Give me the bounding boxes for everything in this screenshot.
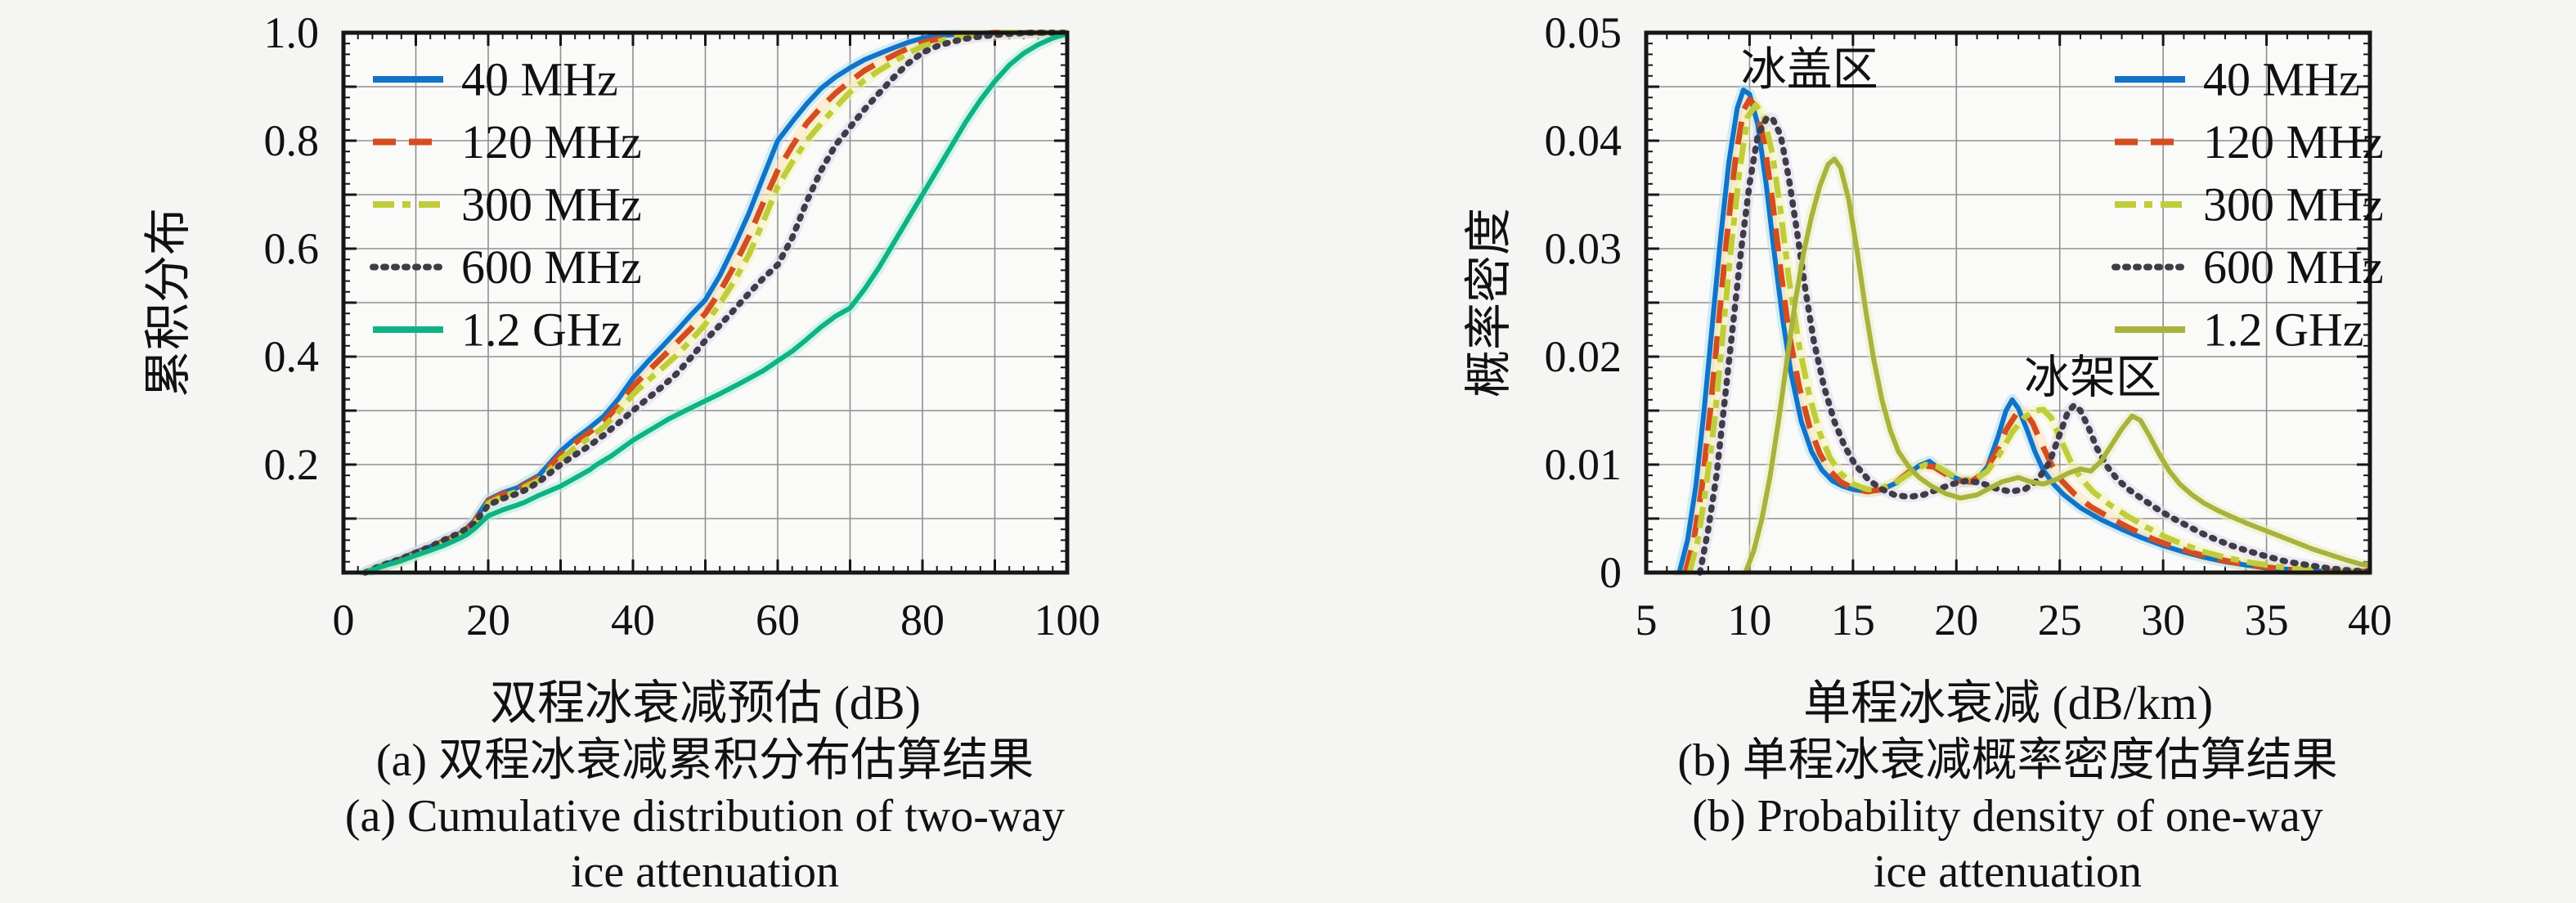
chart-b-caption-line1: (b) 单程冰衰减概率密度估算结果	[1677, 735, 2338, 786]
x-tick-label: 25	[2038, 595, 2082, 645]
legend-item-40-mhz: 40 MHz	[2115, 53, 2360, 106]
legend-label: 40 MHz	[461, 53, 618, 106]
chart-a-legend: 40 MHz 120 MHz 300 MHz 600 MHz 1.2 GHz	[370, 53, 642, 357]
legend-item-120-mhz: 120 MHz	[373, 115, 642, 168]
chart-a-caption-line1: (a) 双程冰衰减累积分布估算结果	[375, 735, 1034, 786]
legend-label: 300 MHz	[2203, 178, 2384, 231]
chart-b-caption: (b) 单程冰衰减概率密度估算结果 (b) Probability densit…	[1558, 733, 2457, 900]
chart-b: 5 10 15 20 25 30 35 40 0 0.01 0.02 0.03 0.04 0.05 40 M…	[1545, 8, 2393, 645]
chart-a-caption: (a) 双程冰衰减累积分布估算结果 (a) Cumulative distrib…	[255, 733, 1155, 900]
x-tick-label: 20	[466, 595, 510, 645]
legend-item-1-2-ghz: 1.2 GHz	[2115, 303, 2364, 357]
chart-b-caption-line2: (b) Probability density of one-way	[1692, 791, 2323, 842]
legend-label: 300 MHz	[461, 178, 642, 231]
x-tick-label: 40	[2348, 595, 2392, 645]
y-tick-label: 0.04	[1545, 116, 1622, 165]
legend-label: 40 MHz	[2203, 53, 2360, 106]
chart-b-x-tick-labels: 5 10 15 20 25 30 35 40	[1636, 595, 2393, 645]
y-tick-label: 0.8	[264, 116, 320, 165]
legend-item-1-2-ghz: 1.2 GHz	[373, 303, 622, 357]
x-tick-label: 100	[1034, 595, 1101, 645]
y-tick-label: 0	[1600, 548, 1622, 597]
series-line-1-2-ghz	[1743, 156, 2371, 574]
chart-a-caption-line3: ice attenuation	[570, 847, 840, 897]
legend-label: 1.2 GHz	[461, 303, 622, 357]
y-tick-label: 0.02	[1545, 332, 1622, 381]
chart-b-annotation-2: 冰架区	[2024, 353, 2161, 403]
y-tick-label: 0.05	[1545, 8, 1622, 57]
legend-label: 1.2 GHz	[2203, 303, 2364, 357]
legend-item-600-mhz: 600 MHz	[2112, 240, 2384, 294]
x-tick-label: 30	[2141, 595, 2185, 645]
series-line-600-mhz	[1696, 115, 2371, 576]
x-tick-label: 0	[333, 595, 355, 645]
y-tick-label: 1.0	[264, 8, 320, 57]
chart-b-annotation-1: 冰盖区	[1741, 45, 1878, 96]
chart-a-series	[359, 29, 1068, 576]
legend-label: 600 MHz	[2203, 240, 2384, 294]
y-tick-label: 0.6	[264, 224, 320, 273]
legend-item-300-mhz: 300 MHz	[2115, 178, 2384, 231]
x-tick-label: 80	[900, 595, 945, 645]
x-tick-label: 40	[611, 595, 655, 645]
legend-item-300-mhz: 300 MHz	[373, 178, 642, 231]
x-tick-label: 10	[1727, 595, 1771, 645]
y-tick-label: 0.01	[1545, 440, 1622, 489]
chart-a-x-tick-labels: 0 20 40 60 80 100	[333, 595, 1101, 645]
legend-label: 600 MHz	[461, 240, 642, 294]
chart-b-spines	[1644, 30, 2372, 575]
legend-item-120-mhz: 120 MHz	[2115, 115, 2384, 168]
chart-a: 0 20 40 60 80 100 0.2 0.4 0.6 0.8 1.0 40 MHz 120 MHz…	[264, 8, 1101, 645]
chart-b-y-axis-title: 概率密度	[1462, 207, 1515, 398]
chart-b-y-tick-labels: 0 0.01 0.02 0.03 0.04 0.05	[1545, 8, 1622, 597]
x-tick-label: 60	[756, 595, 800, 645]
chart-b-caption-line3: ice attenuation	[1873, 847, 2143, 897]
legend-label: 120 MHz	[461, 115, 642, 168]
y-tick-label: 0.03	[1545, 224, 1622, 273]
chart-a-caption-line2: (a) Cumulative distribution of two-way	[344, 791, 1066, 842]
x-tick-label: 15	[1831, 595, 1875, 645]
x-tick-label: 5	[1636, 595, 1658, 645]
chart-b-x-axis-title: 单程冰衰减 (dB/km)	[1802, 676, 2214, 730]
legend-item-600-mhz: 600 MHz	[370, 240, 642, 294]
x-tick-label: 35	[2245, 595, 2289, 645]
legend-label: 120 MHz	[2203, 115, 2384, 168]
legend-item-40-mhz: 40 MHz	[373, 53, 618, 106]
y-tick-label: 0.2	[264, 440, 320, 489]
chart-a-y-tick-labels: 0.2 0.4 0.6 0.8 1.0	[264, 8, 320, 489]
chart-b-legend: 40 MHz 120 MHz 300 MHz 600 MHz 1.2 GHz	[2112, 53, 2384, 357]
y-tick-label: 0.4	[264, 332, 320, 381]
chart-a-spines	[341, 30, 1070, 575]
series-line-1-2-ghz	[364, 31, 1068, 575]
chart-a-y-axis-title: 累积分布	[141, 207, 195, 398]
x-tick-label: 20	[1934, 595, 1978, 645]
chart-b-series	[1673, 84, 2371, 576]
series-line-600-mhz	[361, 29, 1068, 576]
chart-a-x-axis-title: 双程冰衰减预估 (dB)	[490, 676, 921, 730]
